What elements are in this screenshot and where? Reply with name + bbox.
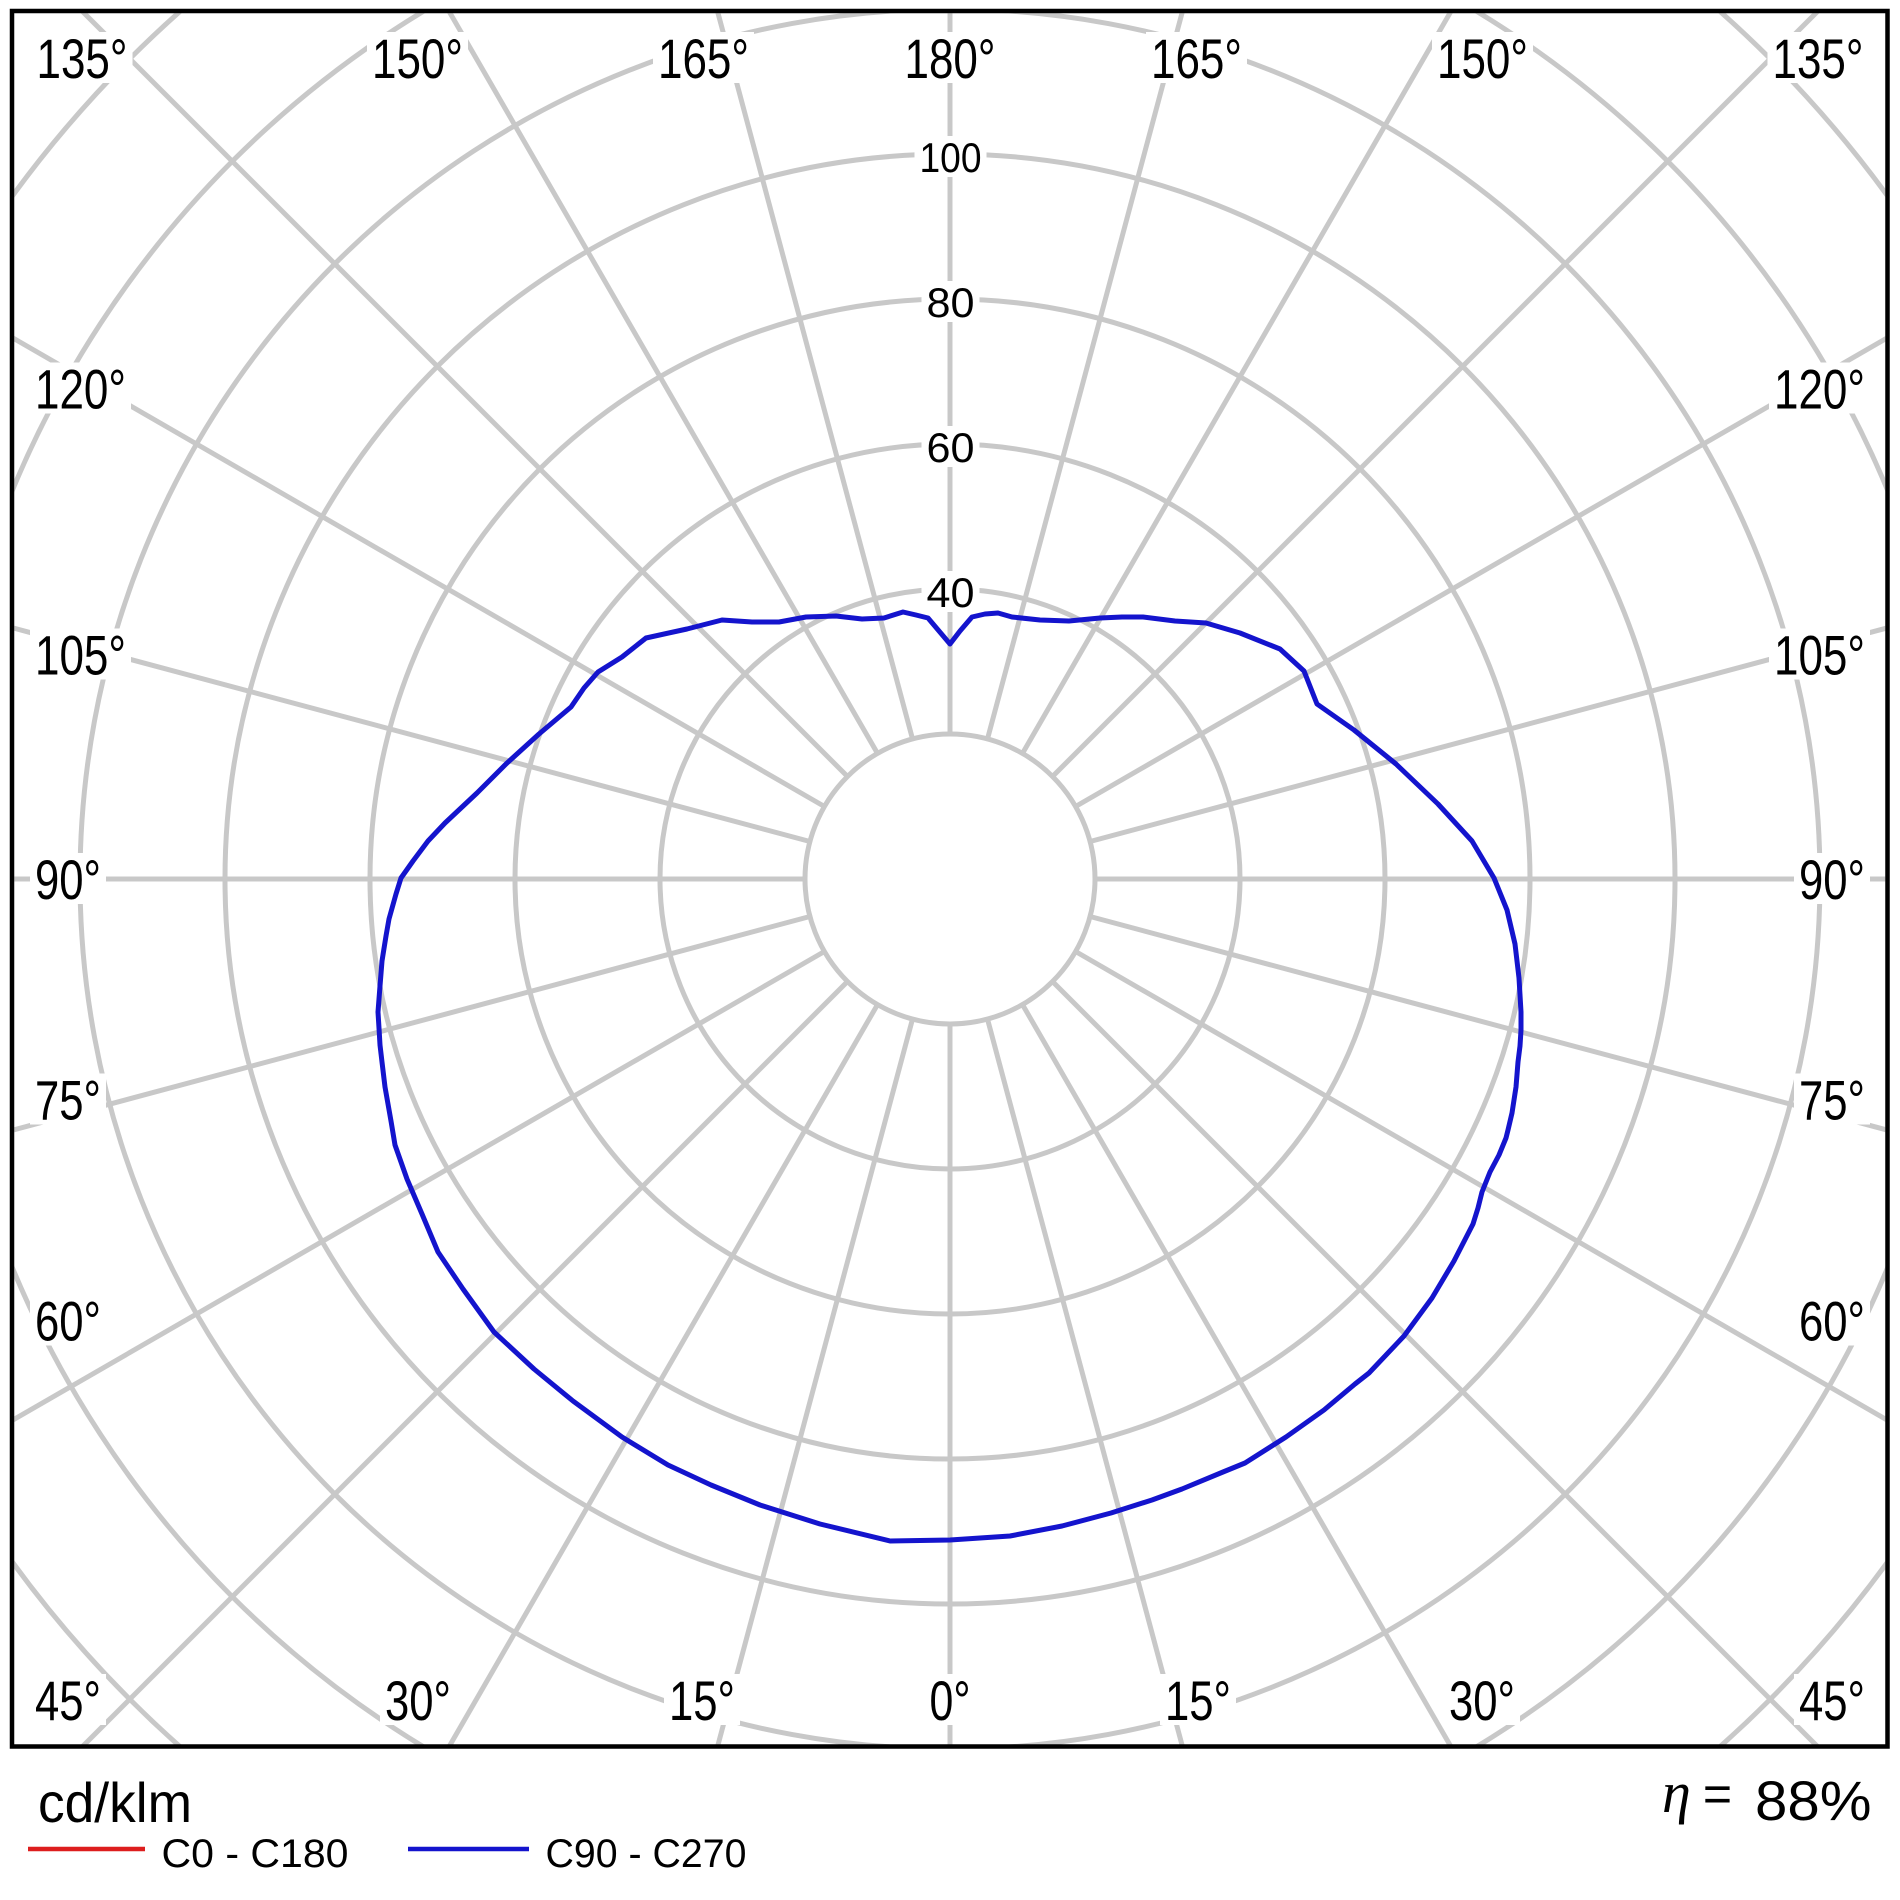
svg-text:60°: 60° (1799, 1290, 1865, 1353)
svg-text:45°: 45° (35, 1669, 101, 1732)
svg-text:90°: 90° (1799, 848, 1865, 911)
svg-text:100: 100 (920, 134, 982, 181)
svg-text:105°: 105° (35, 624, 126, 687)
svg-text:60°: 60° (35, 1290, 101, 1353)
svg-text:180°: 180° (905, 27, 996, 90)
svg-text:135°: 135° (1773, 27, 1864, 90)
svg-text:0°: 0° (930, 1669, 971, 1732)
svg-text:C90 - C270: C90 - C270 (546, 1832, 747, 1876)
svg-text:75°: 75° (35, 1069, 101, 1132)
svg-text:cd/klm: cd/klm (38, 1771, 192, 1834)
svg-text:=: = (1703, 1766, 1732, 1822)
svg-text:15°: 15° (669, 1669, 735, 1732)
svg-text:165°: 165° (1151, 27, 1242, 90)
svg-text:30°: 30° (1449, 1669, 1515, 1732)
svg-text:105°: 105° (1774, 624, 1865, 687)
svg-text:90°: 90° (35, 848, 101, 911)
svg-text:165°: 165° (658, 27, 749, 90)
svg-text:30°: 30° (385, 1669, 451, 1732)
svg-text:15°: 15° (1165, 1669, 1231, 1732)
svg-text:C0 - C180: C0 - C180 (162, 1832, 349, 1876)
svg-text:45°: 45° (1799, 1669, 1865, 1732)
svg-text:88%: 88% (1755, 1769, 1872, 1832)
svg-text:40: 40 (927, 569, 975, 616)
svg-text:75°: 75° (1799, 1069, 1865, 1132)
svg-text:135°: 135° (37, 27, 128, 90)
svg-text:80: 80 (927, 279, 975, 326)
svg-text:60: 60 (927, 424, 975, 471)
svg-text:η: η (1662, 1760, 1691, 1825)
svg-text:150°: 150° (372, 27, 463, 90)
svg-text:120°: 120° (1774, 358, 1865, 421)
svg-text:150°: 150° (1437, 27, 1528, 90)
svg-text:120°: 120° (35, 358, 126, 421)
